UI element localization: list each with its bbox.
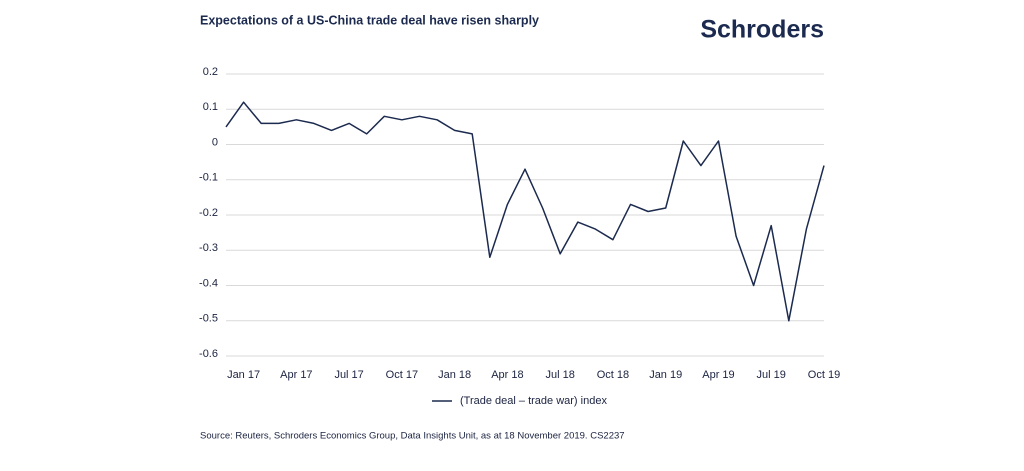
x-tick-label: Jan 18	[438, 369, 471, 381]
x-tick-label: Oct 18	[597, 369, 629, 381]
legend-label: (Trade deal – trade war) index	[460, 395, 607, 407]
x-tick-label: Jul 17	[334, 369, 363, 381]
x-tick-label: Jul 19	[757, 369, 786, 381]
x-tick-label: Jan 17	[227, 369, 260, 381]
x-tick-label: Apr 18	[491, 369, 523, 381]
data-line	[225, 101, 825, 322]
x-tick-label: Jan 19	[649, 369, 682, 381]
y-tick-label: -0.5	[199, 313, 218, 325]
x-tick-label: Oct 19	[808, 369, 840, 381]
x-tick-label: Apr 17	[280, 369, 312, 381]
y-tick-label: -0.4	[199, 277, 218, 289]
y-tick-label: 0.1	[203, 101, 218, 113]
y-tick-label: -0.3	[199, 242, 218, 254]
x-tick-label: Apr 19	[702, 369, 734, 381]
chart-title: Expectations of a US-China trade deal ha…	[200, 13, 539, 27]
y-tick-label: -0.6	[199, 348, 218, 360]
source-note: Source: Reuters, Schroders Economics Gro…	[200, 431, 625, 442]
y-tick-label: -0.1	[199, 172, 218, 184]
y-tick-label: 0	[212, 136, 218, 148]
x-tick-label: Jul 18	[545, 369, 574, 381]
y-tick-label: -0.2	[199, 207, 218, 219]
x-tick-label: Oct 17	[386, 369, 418, 381]
y-tick-label: 0.2	[203, 66, 218, 78]
brand-logo: Schroders	[700, 16, 824, 44]
